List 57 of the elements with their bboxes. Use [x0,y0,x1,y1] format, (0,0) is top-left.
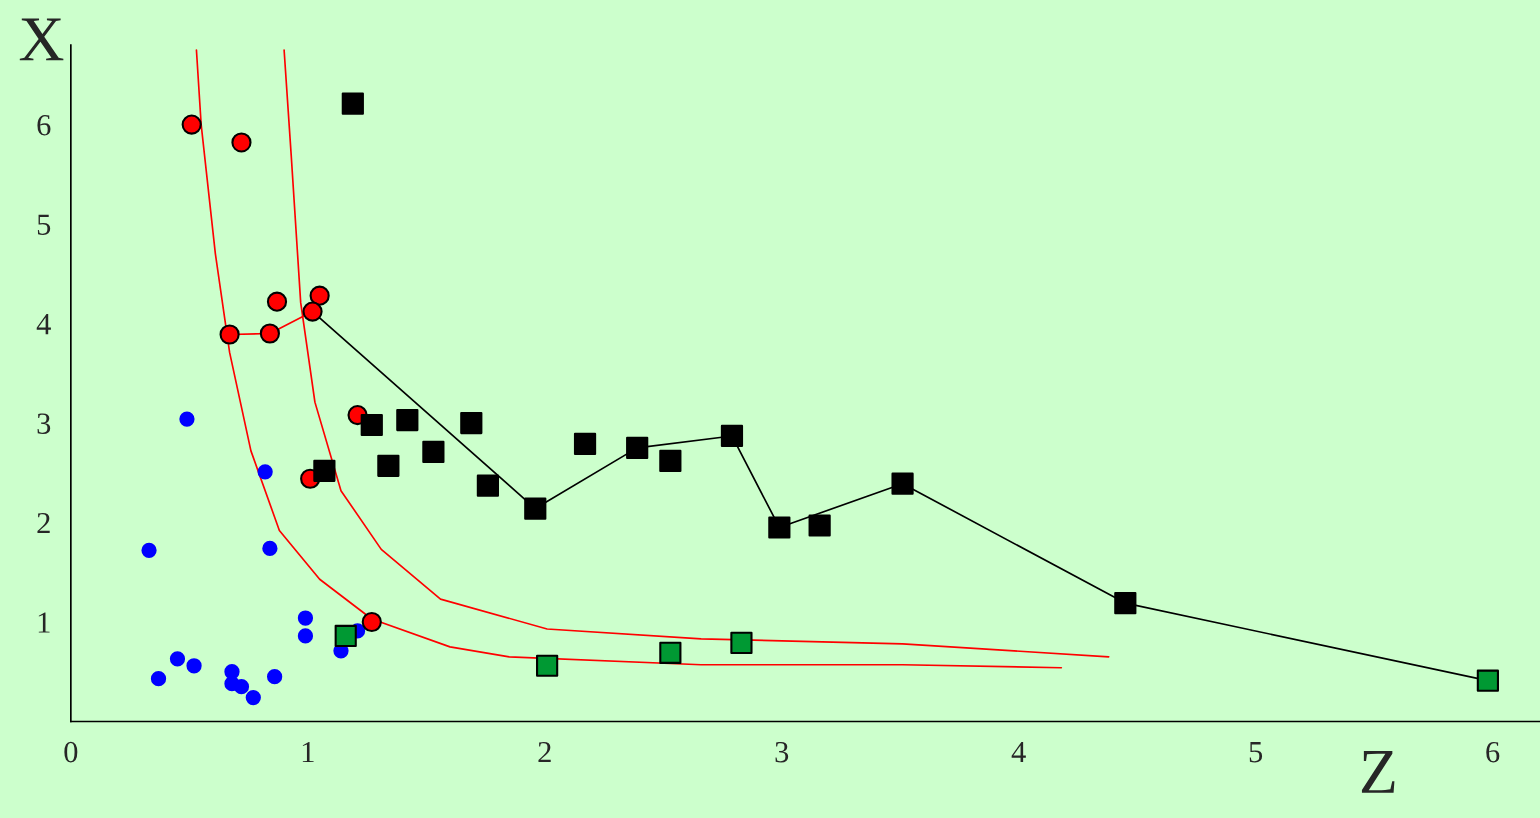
y-tick-label: 5 [37,214,51,235]
point [150,671,167,687]
point [186,658,202,674]
point [262,540,278,556]
point [361,611,382,633]
point [396,408,419,432]
x-tick-label: 3 [775,741,789,763]
point [1476,669,1499,692]
point [231,132,252,153]
point [141,542,157,558]
point [720,424,744,448]
x-tick-label: 4 [1011,742,1026,763]
point [245,689,261,706]
point [626,436,649,459]
x-axis-title: Z [1361,751,1395,793]
point [266,291,288,312]
point [1114,591,1137,615]
point [297,610,314,626]
point [768,516,791,539]
point [179,411,195,427]
point [341,92,364,115]
x-tick-label: 2 [538,741,551,763]
point [460,411,483,435]
point [334,624,357,648]
point [377,454,400,477]
point [297,628,314,644]
y-tick-label: 3 [37,413,51,434]
y-tick-label: 2 [37,512,50,534]
point [313,459,336,482]
x-tick-label: 6 [1486,741,1500,763]
point [730,631,753,654]
point [302,301,323,322]
point [219,324,240,345]
point [181,114,202,135]
point [169,651,186,667]
point [259,323,280,344]
y-tick-label: 4 [36,314,51,335]
point [360,413,383,437]
point [309,285,330,306]
point [659,449,682,472]
point [257,464,273,480]
y-tick-label: 1 [38,612,50,633]
x-tick-label: 0 [64,741,78,763]
point [808,514,831,537]
point [659,641,682,664]
y-tick-label: 6 [37,114,51,136]
point [267,669,283,685]
point [536,654,559,677]
y-axis-title: X [19,18,64,61]
point [422,440,445,463]
point [233,679,250,695]
x-tick-label: 5 [1249,742,1263,763]
point [891,472,914,495]
point [573,432,597,456]
point [476,474,499,497]
x-tick-label: 1 [302,741,314,763]
point [524,497,547,520]
